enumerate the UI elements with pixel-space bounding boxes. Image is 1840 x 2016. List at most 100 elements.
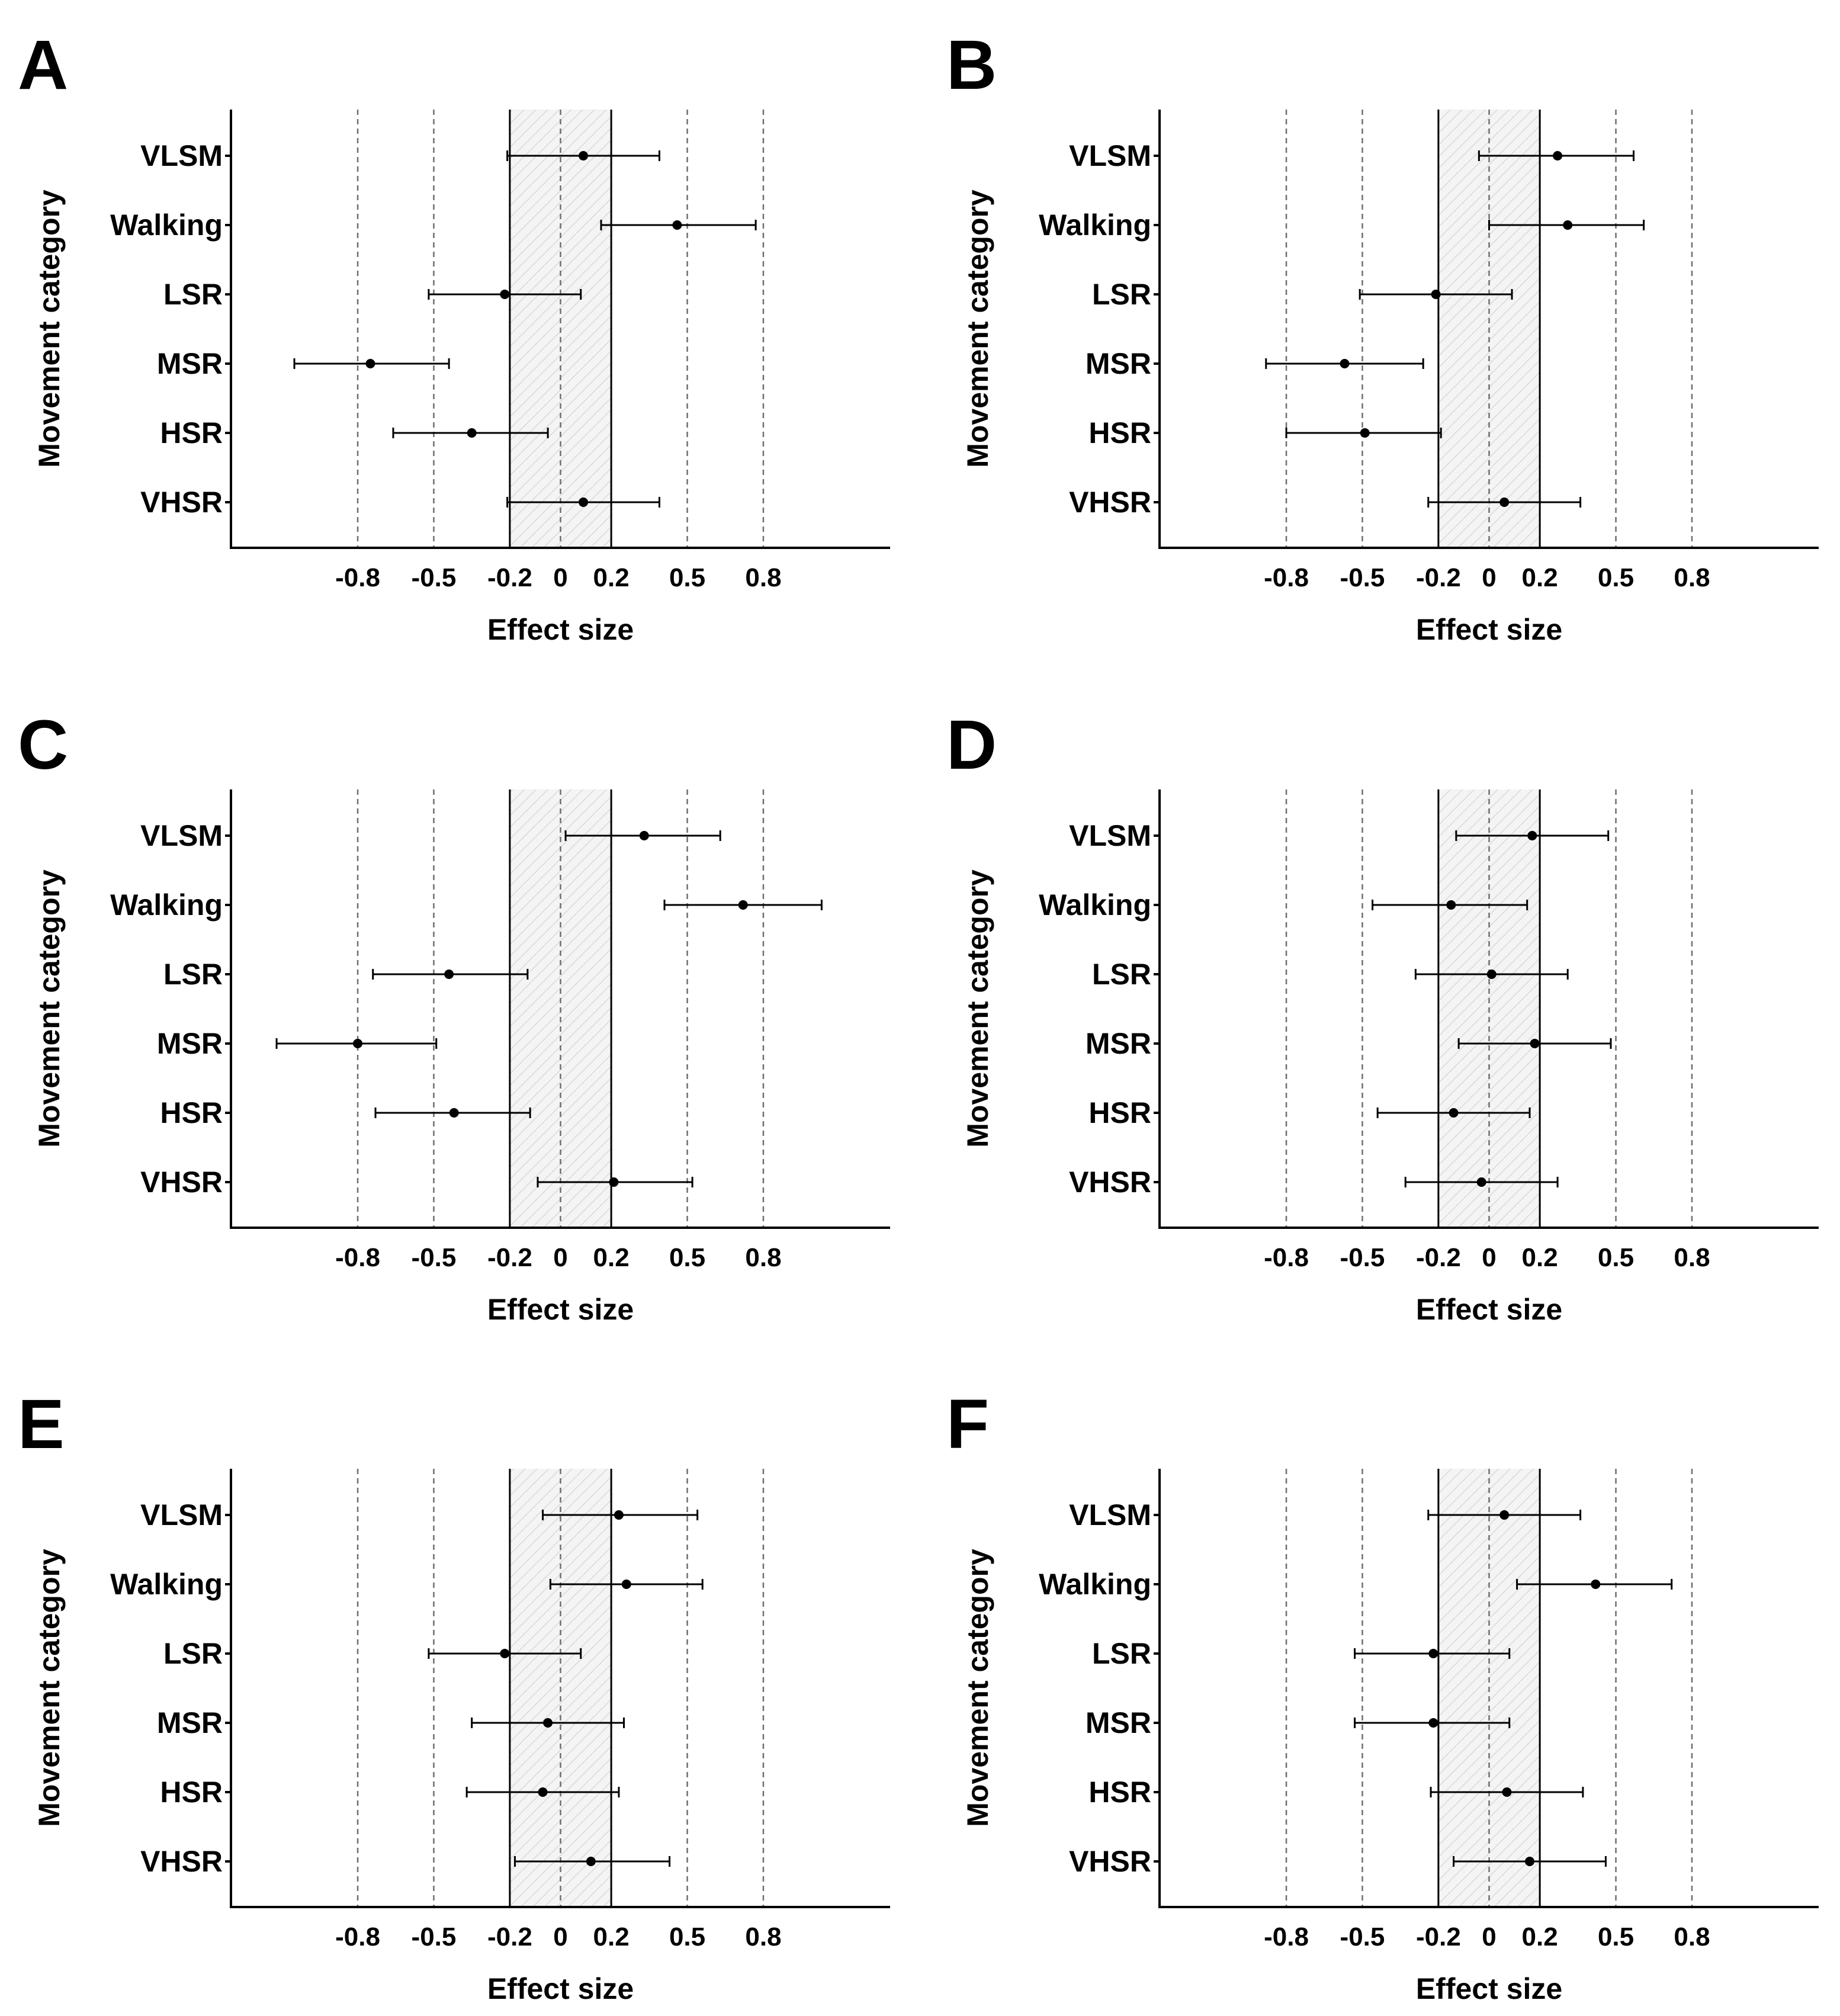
x-tick-label: 0.2 xyxy=(1522,1243,1558,1272)
x-tick-label: -0.8 xyxy=(335,1243,380,1272)
category-label: MSR xyxy=(157,1706,223,1739)
x-tick-label: -0.2 xyxy=(487,563,532,592)
x-axis-title: Effect size xyxy=(1416,613,1562,646)
category-label: Walking xyxy=(110,208,223,242)
category-label: HSR xyxy=(160,1096,223,1129)
category-label: MSR xyxy=(157,1027,223,1060)
estimate-point xyxy=(1431,290,1441,299)
y-axis-title: Movement category xyxy=(961,190,994,468)
category-label: VHSR xyxy=(140,1166,223,1199)
category-label: Walking xyxy=(110,888,223,922)
x-tick-label: -0.8 xyxy=(1264,1243,1309,1272)
estimate-point xyxy=(1486,970,1497,979)
estimate-point xyxy=(1563,220,1573,230)
estimate-point xyxy=(1499,1510,1510,1520)
estimate-point xyxy=(614,1510,624,1520)
x-tick-label: 0.5 xyxy=(669,563,705,592)
category-label: LSR xyxy=(163,278,223,311)
x-axis-title: Effect size xyxy=(487,1293,634,1326)
estimate-point xyxy=(467,428,477,438)
x-tick-label: 0.8 xyxy=(1674,563,1710,592)
category-label: Walking xyxy=(110,1568,223,1601)
x-tick-label: 0.5 xyxy=(669,1243,705,1272)
category-label: HSR xyxy=(1088,416,1151,450)
y-axis-title: Movement category xyxy=(33,869,66,1148)
category-label: LSR xyxy=(1092,278,1151,311)
x-tick-label: 0.8 xyxy=(745,563,781,592)
x-tick-label: 0.5 xyxy=(1598,1922,1634,1951)
x-axis-title: Effect size xyxy=(1416,1972,1562,2005)
estimate-point xyxy=(579,497,589,507)
x-tick-label: -0.5 xyxy=(412,1922,457,1951)
x-tick-label: -0.5 xyxy=(1340,1243,1385,1272)
x-tick-label: 0 xyxy=(1482,563,1496,592)
x-tick-label: -0.5 xyxy=(412,1243,457,1272)
x-axis-title: Effect size xyxy=(1416,1293,1562,1326)
category-label: LSR xyxy=(163,958,223,991)
panel-a: A -0.8 -0.5 -0.2 0 0.2 0.5 0.8 VLSM Walking LSR MSR… xyxy=(18,26,890,646)
estimate-point xyxy=(1524,1857,1534,1866)
estimate-point xyxy=(1428,1718,1438,1728)
y-axis-title: Movement category xyxy=(33,1549,66,1827)
x-tick-label: 0.8 xyxy=(745,1243,781,1272)
estimate-point xyxy=(639,831,649,840)
category-label: VLSM xyxy=(140,1498,223,1532)
panel-letter: B xyxy=(946,26,997,104)
category-label: Walking xyxy=(1039,888,1151,922)
estimate-point xyxy=(1502,1787,1512,1797)
category-label: Walking xyxy=(1039,1568,1151,1601)
estimate-point xyxy=(1446,900,1456,910)
panel-letter: D xyxy=(946,706,997,784)
estimate-point xyxy=(365,359,375,368)
category-label: VHSR xyxy=(140,486,223,519)
panel-c: C -0.8 -0.5 -0.2 0 0.2 0.5 0.8 VLSM Walking LSR MSR… xyxy=(18,706,890,1326)
panel-f: F -0.8 -0.5 -0.2 0 0.2 0.5 0.8 VLSM Walking LSR MSR… xyxy=(946,1385,1819,2005)
x-tick-label: 0.2 xyxy=(1522,563,1558,592)
x-tick-label: 0.2 xyxy=(593,1922,630,1951)
panel-letter: A xyxy=(18,26,68,104)
x-tick-label: -0.5 xyxy=(412,563,457,592)
x-tick-label: 0.2 xyxy=(593,1243,630,1272)
category-label: LSR xyxy=(1092,1637,1151,1670)
category-label: VLSM xyxy=(1069,1498,1151,1532)
x-tick-label: -0.5 xyxy=(1340,1922,1385,1951)
estimate-point xyxy=(1553,151,1563,160)
category-label: MSR xyxy=(1086,1706,1151,1739)
category-label: MSR xyxy=(1086,347,1151,380)
category-label: VLSM xyxy=(1069,139,1151,172)
panel-letter: C xyxy=(18,706,68,784)
category-label: MSR xyxy=(1086,1027,1151,1060)
x-tick-label: 0.2 xyxy=(1522,1922,1558,1951)
x-tick-label: -0.8 xyxy=(1264,1922,1309,1951)
estimate-point xyxy=(738,900,748,910)
estimate-point xyxy=(1360,428,1370,438)
x-axis-title: Effect size xyxy=(487,613,634,646)
estimate-point xyxy=(586,1857,596,1866)
estimate-point xyxy=(500,1649,510,1658)
x-axis-title: Effect size xyxy=(487,1972,634,2005)
x-tick-label: -0.2 xyxy=(487,1243,532,1272)
estimate-point xyxy=(1530,1039,1540,1048)
category-label: LSR xyxy=(1092,958,1151,991)
x-tick-label: -0.8 xyxy=(335,563,380,592)
estimate-point xyxy=(579,151,589,160)
x-tick-label: 0.8 xyxy=(745,1922,781,1951)
category-label: VHSR xyxy=(1069,486,1151,519)
x-tick-label: -0.5 xyxy=(1340,563,1385,592)
estimate-point xyxy=(500,290,510,299)
x-tick-label: -0.8 xyxy=(1264,563,1309,592)
category-label: Walking xyxy=(1039,208,1151,242)
category-label: HSR xyxy=(160,416,223,450)
estimate-point xyxy=(1340,359,1350,368)
category-label: VHSR xyxy=(1069,1166,1151,1199)
y-axis-title: Movement category xyxy=(961,869,994,1148)
estimate-point xyxy=(353,1039,363,1048)
x-tick-label: -0.2 xyxy=(1416,563,1461,592)
y-axis-title: Movement category xyxy=(33,190,66,468)
category-label: VHSR xyxy=(1069,1845,1151,1878)
estimate-point xyxy=(543,1718,553,1728)
x-tick-label: 0.5 xyxy=(1598,1243,1634,1272)
estimate-point xyxy=(1499,497,1510,507)
category-label: MSR xyxy=(157,347,223,380)
